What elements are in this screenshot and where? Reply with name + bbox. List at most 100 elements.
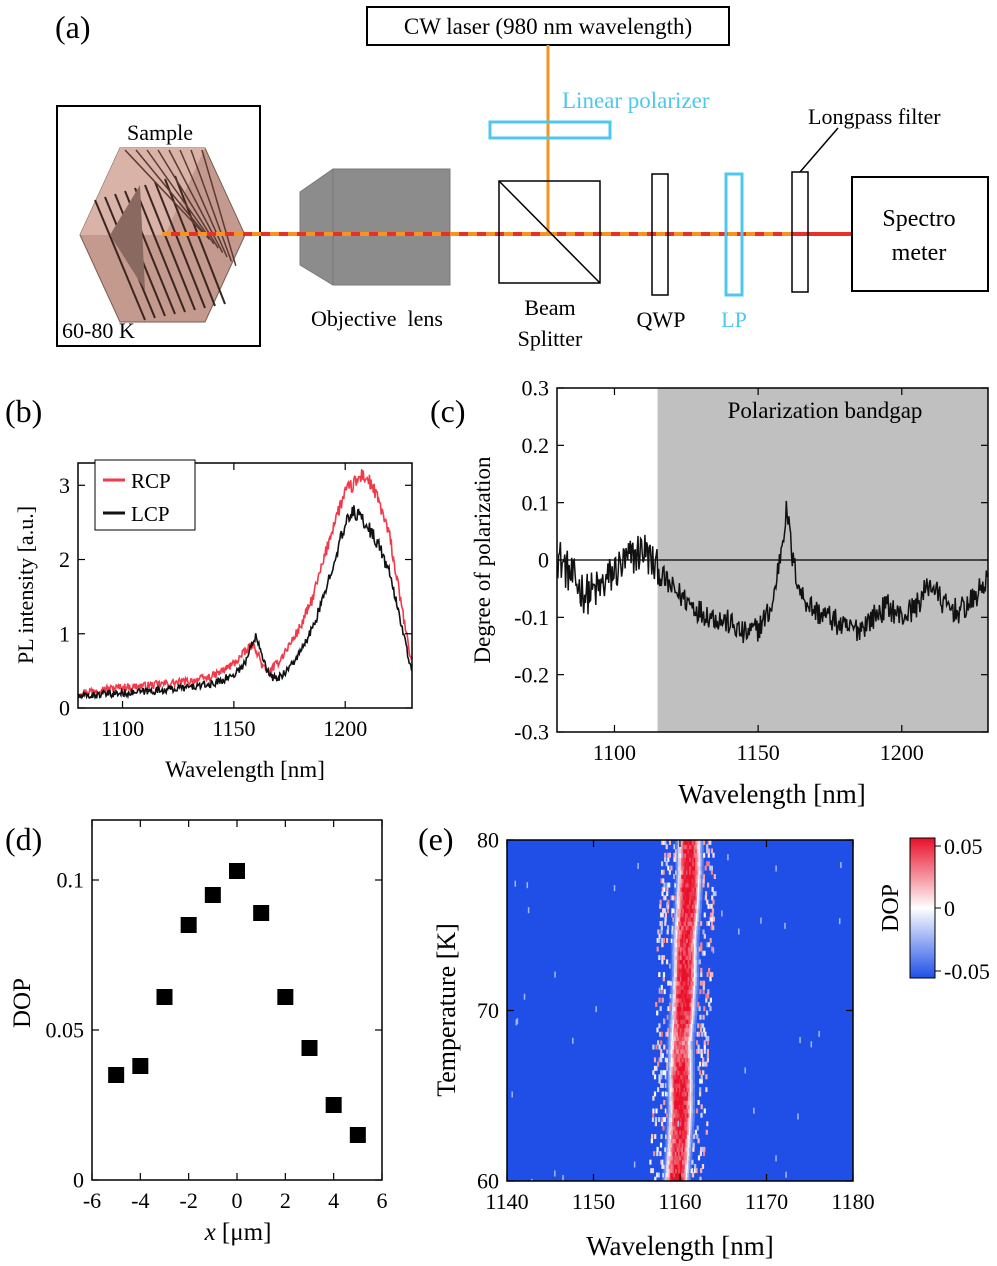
heatmap-cell xyxy=(671,1036,674,1041)
heatmap-cell xyxy=(674,903,677,909)
heatmap-cell xyxy=(652,1044,655,1050)
heatmap-cell xyxy=(689,1027,692,1033)
heatmap-cell xyxy=(678,895,681,901)
heatmap-cell xyxy=(680,1176,683,1181)
heatmap-cell xyxy=(669,963,672,969)
heatmap-cell xyxy=(667,1125,670,1131)
heatmap-cell xyxy=(685,874,688,879)
chart-c-ytick-label: -0.3 xyxy=(514,720,549,745)
heatmap-cell xyxy=(691,1138,694,1144)
heatmap-cell xyxy=(676,852,679,858)
heatmap-cell xyxy=(680,984,684,990)
heatmap-cell xyxy=(653,1151,656,1157)
heatmap-cell xyxy=(672,1138,675,1144)
heatmap-cell xyxy=(687,967,690,973)
heatmap-cell xyxy=(673,967,676,973)
heatmap-cell xyxy=(692,1117,695,1122)
heatmap-cell xyxy=(679,1006,682,1012)
heatmap-cell xyxy=(690,984,693,990)
heatmap-cell xyxy=(699,1014,702,1020)
heatmap-cell xyxy=(676,972,680,977)
heatmap-cell xyxy=(685,1019,688,1024)
heatmap-cell xyxy=(707,852,710,858)
heatmap-cell xyxy=(668,1146,672,1152)
heatmap-cell xyxy=(703,1044,706,1050)
chart-e-xlabel: Wavelength [nm] xyxy=(586,1231,774,1261)
heatmap-cell xyxy=(674,1095,677,1101)
heatmap-cell xyxy=(683,929,686,935)
heatmap-cell xyxy=(675,1070,678,1076)
heatmap-cell xyxy=(685,886,688,892)
heatmap-cell xyxy=(688,1138,691,1144)
heatmap-cell xyxy=(684,1002,687,1007)
heatmap-cell xyxy=(692,1074,695,1080)
heatmap-cell xyxy=(699,857,703,862)
heatmap-cell xyxy=(677,1031,681,1037)
heatmap-cell xyxy=(680,1053,683,1058)
heatmap-cell xyxy=(683,967,686,973)
heatmap-cell xyxy=(686,891,689,897)
heatmap-cell xyxy=(696,989,699,995)
heatmap-cell xyxy=(663,1159,666,1165)
heatmap-cell xyxy=(698,852,701,858)
heatmap-cell xyxy=(679,861,682,867)
colorbar-tick-label: 0.05 xyxy=(944,834,983,859)
heatmap-cell xyxy=(685,1091,688,1097)
heatmap-cell xyxy=(672,993,675,999)
heatmap-cell xyxy=(689,844,692,850)
heatmap-cell xyxy=(699,1176,702,1181)
heatmap-cell xyxy=(677,916,680,922)
heatmap-cell xyxy=(686,1104,689,1110)
heatmap-cell xyxy=(684,946,687,952)
heatmap-cell xyxy=(660,984,663,990)
heatmap-cell xyxy=(665,1146,668,1152)
heatmap-speckle xyxy=(523,993,526,1000)
heatmap-cell xyxy=(689,916,692,922)
heatmap-cell xyxy=(697,989,700,995)
heatmap-cell xyxy=(674,993,677,999)
heatmap-cell xyxy=(692,1146,695,1152)
chart-d-point xyxy=(229,863,245,879)
heatmap-cell xyxy=(667,1078,671,1084)
heatmap-cell xyxy=(675,1002,678,1007)
heatmap-cell xyxy=(677,1019,680,1024)
heatmap-cell xyxy=(659,899,662,905)
heatmap-cell xyxy=(689,1006,692,1012)
heatmap-cell xyxy=(660,989,663,995)
heatmap-cell xyxy=(674,1159,677,1165)
heatmap-cell xyxy=(675,1048,678,1054)
heatmap-cell xyxy=(675,861,678,867)
heatmap-cell xyxy=(677,1164,680,1169)
heatmap-cell xyxy=(683,1023,686,1029)
heatmap-cell xyxy=(687,1023,691,1029)
heatmap-cell xyxy=(676,1176,679,1181)
heatmap-cell xyxy=(664,1168,667,1174)
heatmap-cell xyxy=(681,933,685,939)
heatmap-cell xyxy=(697,882,700,888)
heatmap-cell xyxy=(706,844,709,850)
heatmap-cell xyxy=(691,1104,694,1110)
heatmap-cell xyxy=(685,844,689,850)
heatmap-cell xyxy=(685,1100,688,1105)
chart-e-ytick-label: 80 xyxy=(477,828,499,853)
heatmap-cell xyxy=(683,878,687,884)
heatmap-cell xyxy=(677,989,680,995)
heatmap-cell xyxy=(676,921,679,926)
heatmap-cell xyxy=(661,886,664,892)
heatmap-cell xyxy=(694,1164,697,1169)
heatmap-cell xyxy=(701,865,704,871)
heatmap-cell xyxy=(664,852,667,858)
heatmap-cell xyxy=(683,912,686,918)
heatmap-cell xyxy=(676,1010,679,1016)
heatmap-cell xyxy=(689,1065,692,1071)
heatmap-cell xyxy=(685,1061,688,1067)
heatmap-cell xyxy=(692,959,695,965)
heatmap-cell xyxy=(671,1031,674,1037)
heatmap-cell xyxy=(672,1117,675,1122)
heatmap-speckle xyxy=(677,1120,680,1127)
heatmap-cell xyxy=(684,1168,687,1174)
heatmap-cell xyxy=(680,993,683,999)
heatmap-cell xyxy=(673,1002,676,1007)
heatmap-cell xyxy=(690,1172,693,1178)
heatmap-cell xyxy=(688,1100,691,1105)
